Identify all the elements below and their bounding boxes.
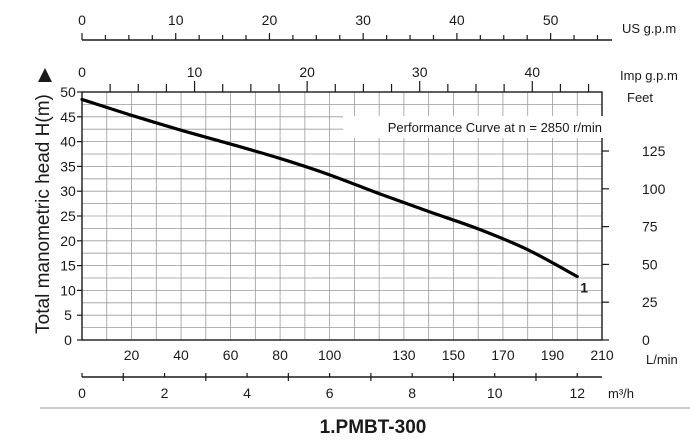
m3h-tick-label: 12	[569, 385, 585, 401]
m3h-tick-label: 0	[78, 385, 86, 401]
us-gpm-tick-label: 20	[262, 12, 278, 28]
feet-axis: 0 25 50 75 100 125	[602, 143, 666, 348]
feet-tick-label: 25	[642, 294, 658, 310]
up-arrow-icon	[38, 68, 52, 82]
head-tick-label: 10	[60, 282, 76, 298]
imp-gpm-tick-label: 20	[299, 64, 315, 80]
us-gpm-tick-label: 40	[449, 12, 465, 28]
lmin-tick-label: 80	[272, 347, 288, 363]
head-axis: 0 5 10 15 20 25 30 35 40 45 50	[60, 84, 82, 348]
feet-tick-label: 75	[642, 219, 658, 235]
series-label-1: 1	[580, 280, 588, 296]
lmin-tick-label: 170	[491, 347, 515, 363]
head-tick-label: 35	[60, 158, 76, 174]
m3h-unit-label: m³/h	[608, 386, 634, 401]
imp-gpm-tick-label: 40	[524, 64, 540, 80]
imp-gpm-tick-label: 30	[412, 64, 428, 80]
us-gpm-axis: 0 10 20 30 40 50	[78, 12, 612, 41]
head-tick-label: 15	[60, 258, 76, 274]
y-axis-label: Total manometric head H(m)	[33, 94, 54, 334]
head-tick-label: 25	[60, 208, 76, 224]
chart-title: Performance Curve at n = 2850 r/min	[388, 120, 602, 135]
lmin-unit-label: L/min	[646, 352, 678, 367]
m3h-axis: 0 2 4 6 8 10 12	[78, 373, 602, 401]
m3h-tick-label: 2	[161, 385, 169, 401]
feet-tick-label: 125	[642, 143, 666, 159]
imp-gpm-tick-label: 10	[187, 64, 203, 80]
us-gpm-tick-label: 50	[543, 12, 559, 28]
feet-tick-label: 0	[642, 332, 650, 348]
head-tick-label: 30	[60, 183, 76, 199]
model-label: 1.PMBT-300	[320, 417, 427, 438]
lmin-tick-label: 150	[442, 347, 466, 363]
lmin-tick-label: 40	[173, 347, 189, 363]
imp-gpm-axis: 0 10 20 30 40	[78, 64, 590, 92]
us-gpm-tick-label: 0	[78, 12, 86, 28]
m3h-tick-label: 4	[243, 385, 251, 401]
lmin-axis: 20 40 60 80 100 130 150 170 190 210	[124, 347, 614, 363]
feet-unit-label: Feet	[627, 90, 653, 105]
lmin-tick-label: 100	[318, 347, 342, 363]
us-gpm-tick-label: 10	[168, 12, 184, 28]
lmin-tick-label: 130	[392, 347, 416, 363]
imp-gpm-tick-label: 0	[78, 64, 86, 80]
series-layer: 1	[80, 97, 588, 296]
head-tick-label: 50	[60, 84, 76, 100]
head-tick-label: 0	[64, 332, 72, 348]
series-line-1	[80, 97, 579, 279]
us-gpm-tick-label: 30	[355, 12, 371, 28]
m3h-tick-label: 10	[487, 385, 503, 401]
head-tick-label: 40	[60, 134, 76, 150]
lmin-tick-label: 60	[223, 347, 239, 363]
feet-tick-label: 50	[642, 256, 658, 272]
lmin-tick-label: 190	[541, 347, 565, 363]
m3h-tick-label: 8	[408, 385, 416, 401]
imp-gpm-unit-label: Imp g.p.m	[620, 68, 678, 83]
head-tick-label: 45	[60, 109, 76, 125]
us-gpm-unit-label: US g.p.m	[622, 21, 676, 36]
chart-title-background	[343, 116, 605, 138]
lmin-tick-label: 20	[124, 347, 140, 363]
head-tick-label: 20	[60, 233, 76, 249]
m3h-tick-label: 6	[326, 385, 334, 401]
head-tick-label: 5	[64, 307, 72, 323]
lmin-tick-label: 210	[590, 347, 614, 363]
feet-tick-label: 100	[642, 181, 666, 197]
